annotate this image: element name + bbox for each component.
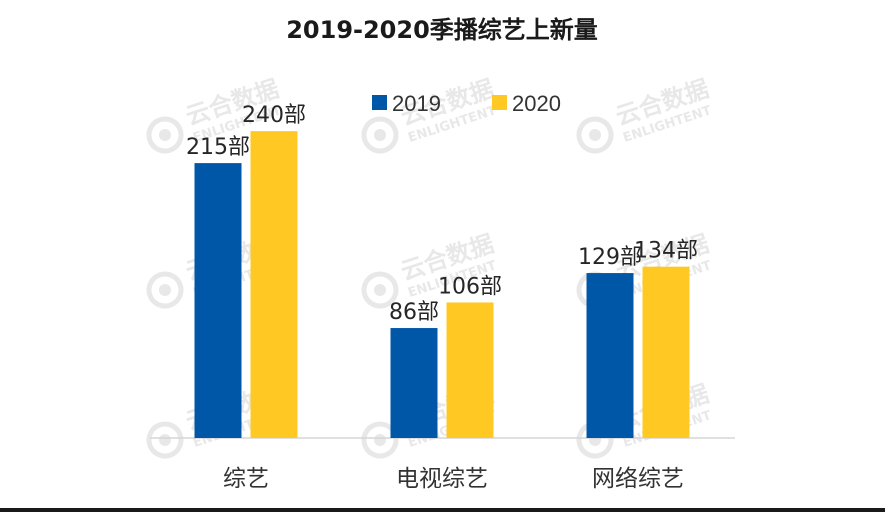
watermark-logo-dot: [159, 129, 171, 141]
legend-swatch-2020: [492, 95, 507, 110]
bar-2019-0: [194, 163, 242, 438]
value-label-2019-1: 86部: [389, 300, 439, 325]
value-label-2019-2: 129部: [578, 245, 642, 270]
watermark-logo-dot: [589, 129, 601, 141]
value-label-2020-0: 240部: [242, 103, 306, 128]
watermark-logo-dot: [159, 284, 171, 296]
value-label-2020-1: 106部: [438, 274, 502, 299]
watermark-logo-ring: [146, 271, 184, 309]
value-label-2020-2: 134部: [634, 239, 698, 264]
watermark-logo-dot: [159, 434, 171, 446]
x-tick-label-2: 网络综艺: [592, 466, 684, 492]
watermark-logo-dot: [374, 129, 386, 141]
bottom-border: [0, 508, 885, 512]
value-label-2019-0: 215部: [186, 135, 250, 160]
watermark-logo-dot: [374, 284, 386, 296]
bars-layer: [194, 131, 690, 438]
x-tick-labels-layer: 综艺 电视综艺 网络综艺: [223, 466, 684, 492]
bar-2020-2: [642, 266, 690, 438]
bar-2020-0: [250, 131, 298, 438]
bar-2020-1: [446, 302, 494, 438]
chart-title: 2019-2020季播综艺上新量: [286, 16, 598, 44]
legend: 2019 2020: [372, 91, 561, 116]
watermark-logo-dot: [374, 434, 386, 446]
bar-2019-2: [586, 273, 634, 438]
x-tick-label-0: 综艺: [223, 466, 269, 492]
legend-label-2020: 2020: [512, 91, 561, 116]
watermark-logo-ring: [146, 421, 184, 459]
bar-2019-1: [390, 328, 438, 438]
watermark-logo-ring: [576, 116, 614, 154]
watermark-logo-ring: [361, 116, 399, 154]
x-tick-label-1: 电视综艺: [396, 466, 488, 492]
watermark-logo-ring: [361, 271, 399, 309]
legend-label-2019: 2019: [392, 91, 441, 116]
watermark-logo-ring: [146, 116, 184, 154]
legend-swatch-2019: [372, 95, 387, 110]
